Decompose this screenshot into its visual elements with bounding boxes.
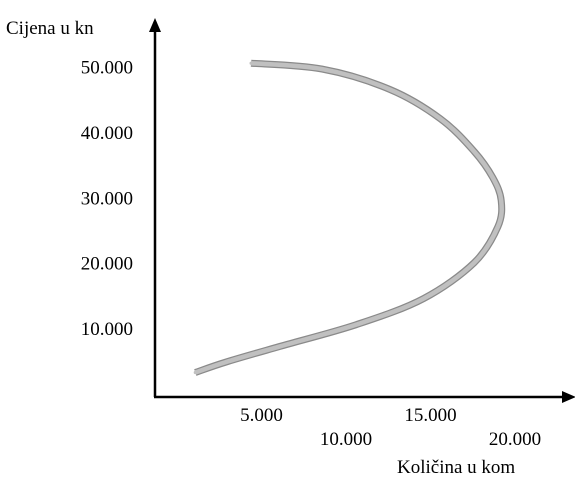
data-point [438,117,442,121]
data-point [472,149,476,154]
y-tick-label: 50.000 [81,57,133,78]
data-point [472,261,476,265]
data-point [224,360,228,364]
data-point [278,344,282,348]
data-point [496,225,500,229]
data-point [320,67,324,71]
x-axis-title: Količina u kom [397,457,515,477]
data-point [193,370,197,375]
y-tick-label: 30.000 [81,188,133,209]
y-axis-arrowhead [149,18,161,32]
y-axis [149,18,161,397]
x-tick-label: 15.000 [404,405,456,426]
y-axis-title: Cijena u kn [6,18,94,39]
x-axis [154,391,575,403]
x-tick-label: 20.000 [489,429,541,450]
series-line [194,60,504,375]
data-point [354,323,358,327]
x-axis-arrowhead [562,391,575,403]
data-point [491,176,495,180]
data-point [388,87,392,91]
data-point [499,198,503,203]
y-tick-labels: 50.000 40.000 30.000 20.000 10.000 [81,57,133,340]
y-tick-label: 10.000 [81,319,133,340]
x-tick-labels: 5.000 10.000 15.000 20.000 [240,405,541,450]
x-tick-label: 5.000 [240,405,283,426]
x-tick-label: 10.000 [320,429,372,450]
y-tick-label: 20.000 [81,254,133,275]
data-point [421,297,426,301]
series-layer [193,59,506,376]
y-tick-label: 40.000 [81,123,133,144]
data-point [249,61,253,65]
